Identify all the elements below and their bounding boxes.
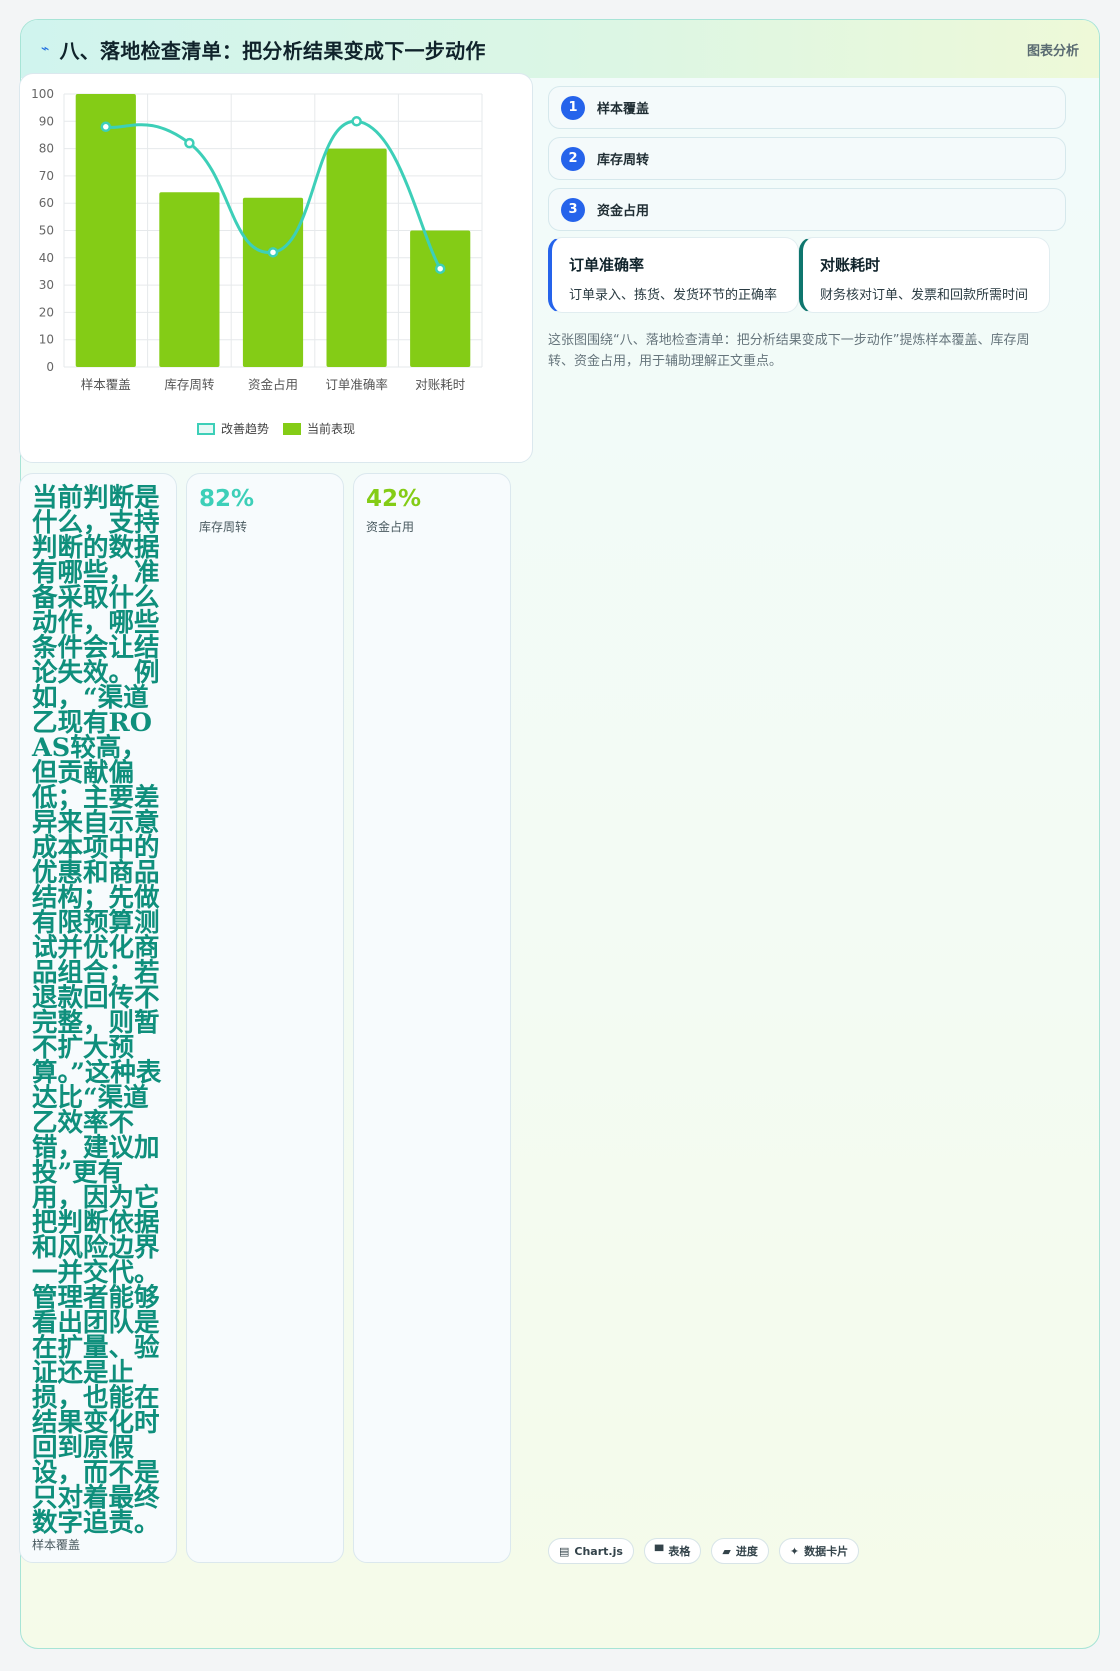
- progress-icon: ▰: [722, 1544, 731, 1558]
- step-item: 1 样本覆盖: [548, 86, 1066, 129]
- kpi-value: 82%: [199, 486, 255, 512]
- kpi-column: 42% 资金占用: [353, 473, 511, 1563]
- trend-point: [351, 116, 362, 127]
- definition-desc: 订单录入、拣货、发货环节的正确率: [569, 288, 778, 303]
- sparkline-icon: ⌁: [41, 41, 50, 57]
- badge-progress[interactable]: ▰ 进度: [711, 1538, 769, 1564]
- legend-bar-swatch: [283, 422, 301, 435]
- x-tick-label: 样本覆盖: [81, 377, 131, 392]
- bar: [159, 192, 220, 367]
- tech-badges: ▤ Chart.js ▀ 表格 ▰ 进度 ✦ 数据卡片: [548, 1538, 860, 1564]
- definition-card: 订单准确率 订单录入、拣货、发货环节的正确率: [548, 237, 799, 313]
- step-label: 样本覆盖: [597, 102, 650, 117]
- kpi-column: 82% 库存周转: [186, 473, 344, 1563]
- legend-item-current[interactable]: 当前表现: [283, 420, 355, 437]
- x-tick-label: 库存周转: [164, 377, 214, 392]
- chart-analysis-tag: 图表分析: [1026, 43, 1079, 59]
- step-number: 2: [561, 146, 585, 171]
- judgement-text: 当前判断是什么，支持判断的数据有哪些，准备采取什么动作，哪些条件会让结论失效。例…: [32, 483, 162, 1538]
- badge-data-card[interactable]: ✦ 数据卡片: [778, 1538, 860, 1564]
- text-column: 当前判断是什么，支持判断的数据有哪些，准备采取什么动作，哪些条件会让结论失效。例…: [19, 473, 177, 1563]
- badge-label: Chart.js: [574, 1544, 623, 1558]
- legend-item-trend[interactable]: 改善趋势: [196, 420, 269, 437]
- y-tick-label: 80: [39, 142, 54, 156]
- page-title: 八、落地检查清单：把分析结果变成下一步动作: [59, 38, 486, 63]
- y-tick-label: 60: [39, 196, 54, 210]
- y-tick-label: 100: [31, 87, 54, 101]
- definition-card: 对账耗时 财务核对订单、发票和回款所需时间: [799, 237, 1050, 313]
- y-tick-label: 40: [39, 251, 54, 265]
- legend-label: 改善趋势: [220, 422, 269, 436]
- card-header: ⌁ 八、落地检查清单：把分析结果变成下一步动作 图表分析: [21, 20, 1099, 78]
- x-tick-label: 对账耗时: [415, 377, 466, 392]
- x-tick-label: 订单准确率: [325, 377, 388, 392]
- chart-icon: ▤: [559, 1544, 570, 1558]
- x-tick-label: 资金占用: [248, 377, 298, 392]
- step-label: 库存周转: [597, 153, 650, 168]
- bar: [326, 148, 387, 367]
- definition-desc: 财务核对订单、发票和回款所需时间: [820, 288, 1029, 303]
- badge-label: 进度: [735, 1545, 758, 1558]
- badge-label: 数据卡片: [804, 1545, 849, 1558]
- chart-legend: 改善趋势 当前表现: [20, 420, 532, 437]
- step-number: 3: [561, 197, 585, 222]
- bar: [410, 230, 471, 367]
- y-tick-label: 70: [39, 169, 54, 183]
- kpi-label: 库存周转: [199, 520, 248, 534]
- trend-point: [100, 121, 112, 133]
- kpi-value: 42%: [366, 486, 422, 512]
- badge-chartjs[interactable]: ▤ Chart.js: [548, 1538, 634, 1564]
- column-footer: 样本覆盖: [32, 1538, 81, 1552]
- bar: [242, 197, 304, 367]
- step-item: 3 资金占用: [548, 188, 1066, 231]
- badge-label: 表格: [668, 1545, 691, 1558]
- chart-caption: 这张图围绕“八、落地检查清单：把分析结果变成下一步动作”提炼样本覆盖、库存周转、…: [548, 333, 1030, 369]
- table-icon: ▀: [654, 1544, 664, 1558]
- chart-panel: 0 10 20 30 40 50 60 70 80 90 100 样本覆盖 库存周转 资金占用 订单准确率 对…: [19, 73, 533, 463]
- y-tick-label: 0: [46, 360, 54, 374]
- y-tick-label: 30: [39, 278, 54, 292]
- bar: [75, 94, 136, 367]
- y-tick-label: 10: [39, 333, 54, 347]
- step-number: 1: [561, 95, 585, 120]
- y-tick-label: 20: [39, 305, 54, 319]
- trend-point: [267, 247, 279, 258]
- card-icon: ✦: [789, 1544, 800, 1558]
- definition-title: 订单准确率: [569, 256, 645, 274]
- y-tick-label: 50: [39, 224, 54, 238]
- legend-label: 当前表现: [307, 422, 356, 436]
- step-label: 资金占用: [597, 204, 650, 219]
- kpi-label: 资金占用: [366, 520, 415, 534]
- trend-line: [105, 119, 442, 270]
- step-item: 2 库存周转: [548, 137, 1066, 180]
- trend-point: [184, 137, 195, 149]
- badge-table[interactable]: ▀ 表格: [643, 1538, 702, 1564]
- y-tick-label: 90: [39, 114, 54, 128]
- combo-chart: 0 10 20 30 40 50 60 70 80 90 100 样本覆盖 库存周转 资金占用 订单准确率 对…: [31, 87, 483, 392]
- trend-point: [434, 263, 446, 274]
- definition-title: 对账耗时: [820, 256, 881, 274]
- legend-line-swatch: [196, 422, 215, 435]
